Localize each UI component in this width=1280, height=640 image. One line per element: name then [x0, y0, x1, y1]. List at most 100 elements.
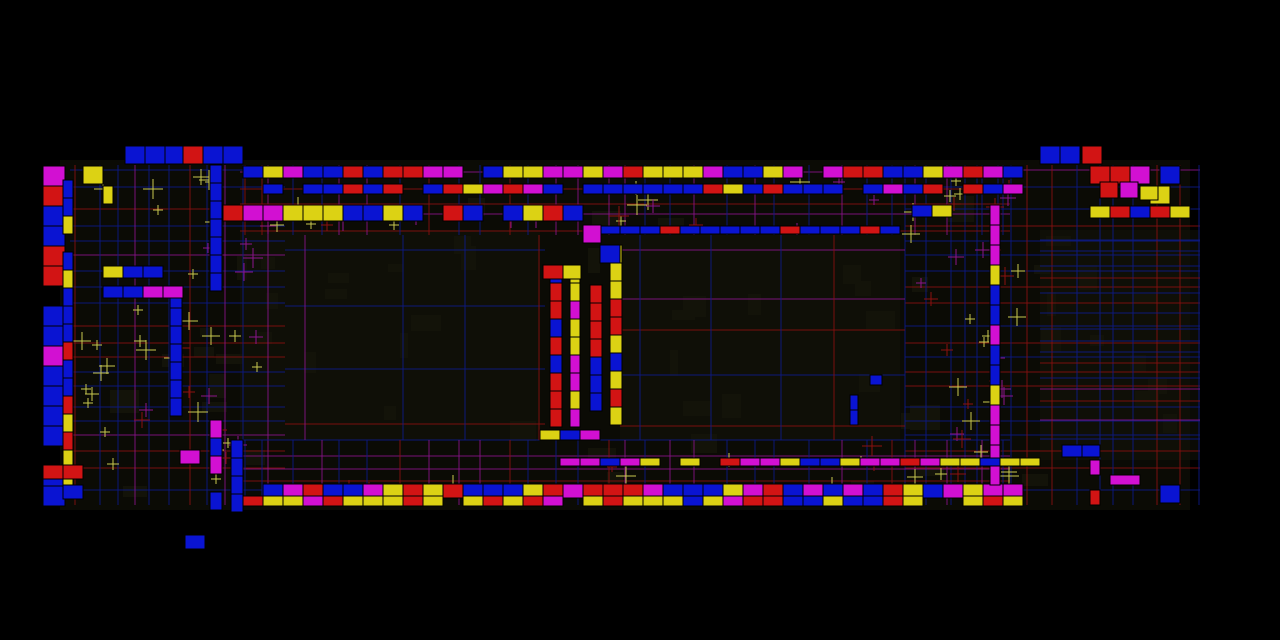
cell-block: [599, 225, 621, 235]
cell-block: [362, 165, 384, 179]
cell-block: [209, 437, 223, 457]
cell-block: [402, 204, 424, 222]
cell-block: [549, 300, 563, 320]
cell-block: [569, 318, 581, 338]
cell-block: [1089, 205, 1111, 219]
cell-block: [169, 325, 183, 345]
cell-block: [179, 449, 201, 465]
cell-block: [230, 475, 244, 495]
cell-block: [1109, 205, 1131, 219]
dark-fill-block: [1022, 474, 1048, 486]
cell-block: [1089, 165, 1111, 185]
cell-block: [542, 183, 564, 195]
dark-fill-block: [1041, 327, 1061, 352]
cell-block: [542, 204, 564, 222]
dark-fill-block: [683, 401, 711, 416]
dark-fill-block: [748, 294, 761, 315]
dark-fill-block: [411, 315, 441, 331]
cell-block: [42, 305, 66, 327]
cell-block: [1119, 181, 1139, 199]
cell-block: [602, 183, 624, 195]
cell-block: [822, 183, 844, 195]
cell-block: [879, 457, 901, 467]
cell-block: [362, 495, 384, 507]
cell-block: [422, 165, 444, 179]
cell-block: [62, 197, 74, 217]
cell-block: [322, 204, 344, 222]
cell-block: [802, 495, 824, 507]
cell-block: [209, 164, 223, 184]
cell-block: [42, 345, 66, 367]
cell-block: [62, 323, 74, 343]
dark-fill-block: [400, 333, 408, 358]
cell-block: [762, 495, 784, 507]
cell-block: [902, 165, 924, 179]
cell-block: [1159, 484, 1181, 504]
cell-block: [1089, 489, 1101, 506]
cell-block: [102, 285, 124, 299]
dark-fill-block: [1135, 391, 1159, 408]
cell-block: [169, 397, 183, 417]
cell-block: [862, 495, 884, 507]
cell-block: [62, 179, 74, 199]
cell-block: [42, 165, 66, 187]
cell-block: [522, 165, 544, 179]
cell-block: [599, 244, 621, 264]
cell-block: [989, 384, 1001, 406]
cell-block: [62, 413, 74, 433]
cell-block: [569, 372, 581, 392]
cell-block: [699, 225, 721, 235]
cell-block: [869, 374, 883, 386]
cell-block: [209, 254, 223, 274]
cell-block: [562, 204, 584, 222]
cell-block: [619, 225, 641, 235]
cell-block: [549, 408, 563, 428]
cell-block: [559, 429, 581, 441]
cell-block: [382, 165, 404, 179]
dark-fill-block: [866, 311, 895, 329]
cell-block: [859, 225, 881, 235]
cell-block: [962, 165, 984, 179]
cell-block: [442, 204, 464, 222]
cell-block: [402, 165, 424, 179]
cell-block: [62, 215, 74, 235]
cell-block: [959, 457, 981, 467]
cell-block: [779, 457, 801, 467]
cell-block: [609, 352, 623, 372]
dark-fill-block: [246, 450, 265, 465]
cell-block: [589, 374, 603, 394]
cell-block: [1059, 145, 1081, 165]
dark-fill-block: [912, 277, 928, 292]
cell-block: [842, 495, 864, 507]
cell-block: [442, 165, 464, 179]
cell-block: [42, 265, 66, 287]
cell-block: [362, 204, 384, 222]
cell-block: [62, 464, 84, 480]
cell-block: [42, 365, 66, 387]
cell-block: [1109, 474, 1141, 486]
cell-block: [549, 318, 563, 338]
cell-block: [62, 395, 74, 415]
cell-block: [559, 457, 581, 467]
cell-block: [719, 457, 741, 467]
cell-block: [182, 145, 204, 165]
cell-block: [142, 285, 164, 299]
dark-fill-block: [1163, 414, 1177, 433]
cell-block: [102, 185, 114, 205]
cell-block: [42, 225, 66, 247]
cell-block: [542, 264, 564, 280]
cell-block: [482, 495, 504, 507]
cell-block: [242, 204, 264, 222]
cell-block: [989, 244, 1001, 266]
cell-block: [322, 495, 344, 507]
cell-block: [849, 409, 859, 426]
cell-block: [282, 495, 304, 507]
cell-block: [42, 205, 66, 227]
cell-block: [342, 204, 364, 222]
dark-fill-block: [237, 256, 247, 280]
cell-block: [482, 165, 504, 179]
cell-block: [242, 165, 264, 179]
cell-block: [1129, 165, 1151, 185]
cell-block: [164, 145, 186, 165]
dark-fill-block: [691, 434, 717, 453]
